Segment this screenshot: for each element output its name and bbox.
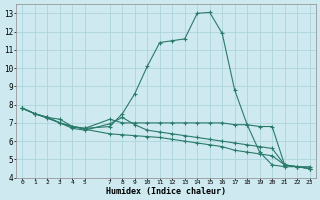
X-axis label: Humidex (Indice chaleur): Humidex (Indice chaleur) xyxy=(106,187,226,196)
